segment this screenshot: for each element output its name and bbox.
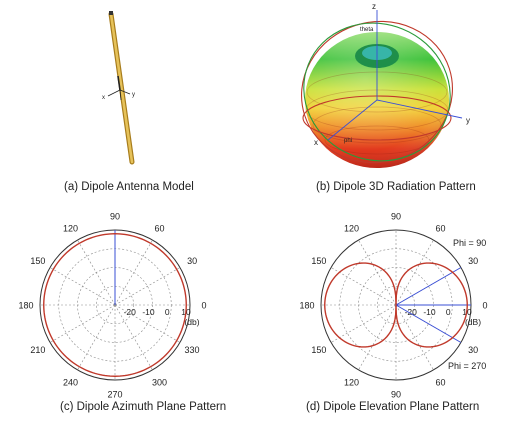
elevation-direction-line (395, 304, 462, 343)
model-axes (107, 89, 131, 101)
elevation-angle-label: 120 (344, 378, 359, 388)
elevation-ring-label: -10 (423, 307, 436, 317)
azimuth-angle-label: 180 (18, 301, 33, 311)
azimuth-angle-label: 270 (107, 390, 122, 400)
elevation-grid-spoke (395, 239, 434, 306)
elevation-angle-label: 120 (344, 223, 359, 233)
azimuth-grid-spoke (114, 239, 153, 306)
elevation-angle-label: 150 (311, 256, 326, 266)
azimuth-angle-label: 0 (201, 301, 206, 311)
azimuth-angle-label: 90 (110, 212, 120, 222)
azimuth-angle-label: 300 (152, 378, 167, 388)
model-axis-x-label: x (102, 95, 105, 101)
elevation-angle-label: 30 (468, 256, 478, 266)
caption-elevation-pattern: (d) Dipole Elevation Plane Pattern (306, 401, 480, 413)
pattern-axis-x-label: x (314, 138, 318, 147)
antenna-tip (109, 11, 113, 15)
azimuth-grid-ring (95, 285, 135, 325)
elevation-angle-label: 30 (468, 345, 478, 355)
phi-270-label: Phi = 270 (448, 361, 486, 371)
azimuth-grid-spoke (114, 267, 181, 306)
elevation-grid-spoke (330, 304, 397, 343)
azimuth-grid-spoke (77, 304, 116, 371)
radiation-3d-figure: z theta y x phi (301, 2, 470, 168)
elevation-angle-label: 60 (435, 223, 445, 233)
azimuth-grid-spoke (49, 304, 116, 343)
azimuth-ring-label: 0 (165, 307, 170, 317)
phi-90-label: Phi = 90 (453, 238, 486, 248)
azimuth-grid-spoke (77, 239, 116, 306)
elevation-direction-line (395, 267, 462, 306)
caption-3d-pattern: (b) Dipole 3D Radiation Pattern (316, 181, 476, 193)
azimuth-ring-label: -20 (124, 307, 137, 317)
azimuth-ring-label: -10 (142, 307, 155, 317)
caption-antenna-model: (a) Dipole Antenna Model (64, 181, 194, 193)
azimuth-angle-label: 210 (30, 345, 45, 355)
azimuth-angle-label: 30 (187, 256, 197, 266)
elevation-angle-label: 0 (482, 301, 487, 311)
pattern-axis-y-label: y (466, 116, 470, 125)
elevation-grid-spoke (358, 239, 397, 306)
elevation-pattern-curve (324, 262, 468, 348)
pattern-phi-label: phi (344, 138, 352, 144)
model-axis-y-label: y (132, 92, 135, 98)
dipole-antenna (108, 11, 135, 165)
elevation-angle-label: 90 (391, 212, 401, 222)
caption-azimuth-pattern: (c) Dipole Azimuth Plane Pattern (60, 401, 227, 413)
elevation-grid-spoke (395, 304, 434, 371)
elevation-grid-spoke (358, 304, 397, 371)
azimuth-angle-label: 120 (63, 223, 78, 233)
elevation-ring-label: -20 (405, 307, 418, 317)
azimuth-pattern-curve (43, 233, 187, 377)
pattern-axis-z-label: z (372, 2, 376, 11)
elevation-grid-spoke (330, 267, 397, 306)
elevation-angle-label: 90 (391, 390, 401, 400)
elevation-ring-label: 0 (446, 307, 451, 317)
azimuth-angle-label: 150 (30, 256, 45, 266)
elevation-angle-label: 150 (311, 345, 326, 355)
azimuth-unit-label: (db) (184, 317, 199, 327)
elevation-unit-label: (dB) (465, 317, 481, 327)
elevation-angle-label: 60 (435, 378, 445, 388)
antenna-model-figure: x y (102, 11, 135, 165)
azimuth-angle-label: 240 (63, 378, 78, 388)
azimuth-grid-spoke (49, 267, 116, 306)
azimuth-grid-spoke (114, 304, 181, 343)
azimuth-angle-label: 330 (185, 345, 200, 355)
pattern-theta-label: theta (360, 27, 374, 33)
azimuth-grid-spoke (114, 304, 153, 371)
elevation-angle-label: 180 (299, 301, 314, 311)
pattern-axes (327, 10, 463, 141)
azimuth-angle-label: 60 (154, 223, 164, 233)
